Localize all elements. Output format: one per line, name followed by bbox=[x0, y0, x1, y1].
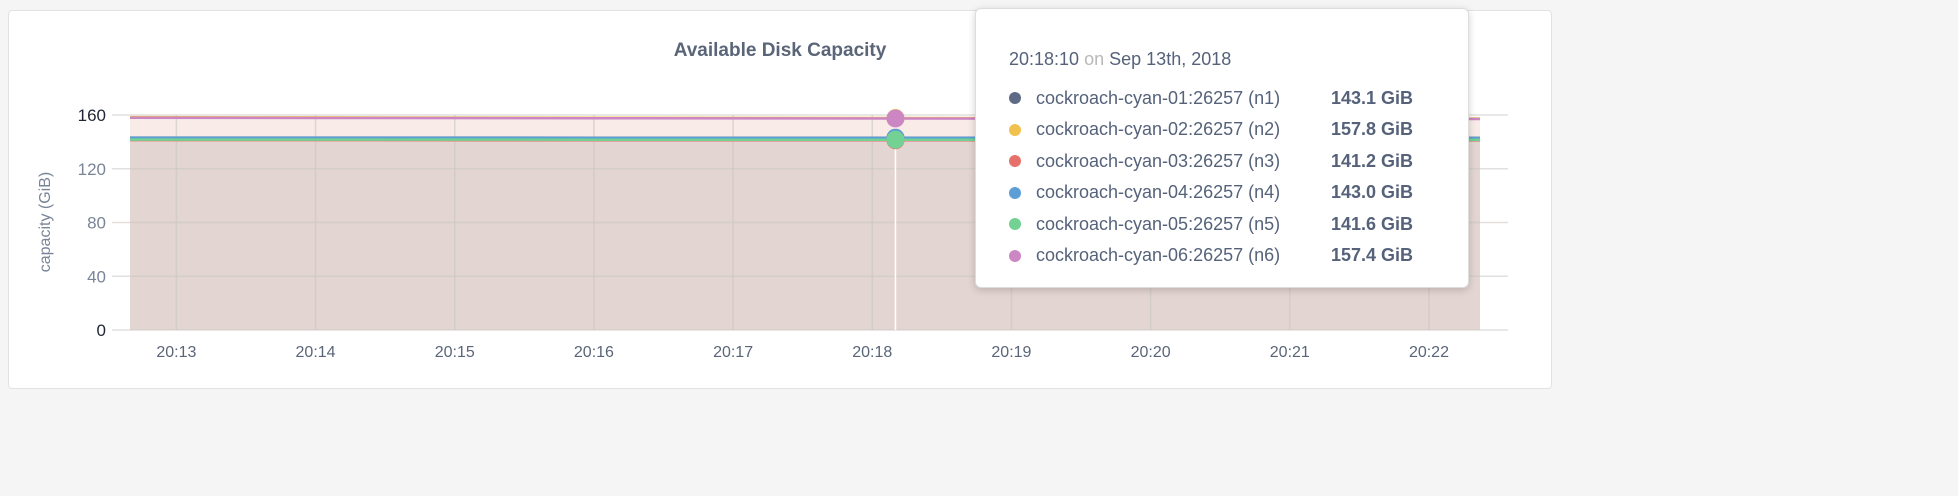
x-tick-label: 20:14 bbox=[296, 344, 336, 361]
legend-dot-icon bbox=[1009, 92, 1021, 104]
tooltip-on: on bbox=[1084, 49, 1105, 69]
legend-dot-icon bbox=[1009, 249, 1021, 262]
y-axis-label: capacity (GiB) bbox=[37, 172, 54, 272]
series-value: 141.6 GiB bbox=[1331, 213, 1414, 234]
x-tick-label: 20:19 bbox=[991, 344, 1031, 361]
x-tick-label: 20:18 bbox=[852, 344, 892, 361]
tooltip-date: Sep 13th, 2018 bbox=[1109, 49, 1232, 69]
tooltip-time: 20:18:10 bbox=[1009, 49, 1080, 69]
tooltip-row: cockroach-cyan-06:26257 (n6) 157.4 GiB bbox=[1009, 241, 1413, 271]
series-value: 141.2 GiB bbox=[1331, 150, 1414, 171]
hover-point-n5 bbox=[886, 130, 905, 149]
legend-dot-icon bbox=[1009, 186, 1021, 199]
series-name: cockroach-cyan-04:26257 (n4) bbox=[1036, 182, 1281, 202]
legend-dot-icon bbox=[1009, 155, 1021, 167]
series-name: cockroach-cyan-03:26257 (n3) bbox=[1036, 150, 1281, 171]
tooltip-row: cockroach-cyan-01:26257 (n1) 143.1 GiB bbox=[1009, 83, 1413, 113]
y-tick-label: 0 bbox=[97, 321, 106, 340]
tooltip-row: cockroach-cyan-03:26257 (n3) 141.2 GiB bbox=[1009, 146, 1413, 176]
x-tick-label: 20:20 bbox=[1131, 344, 1171, 361]
legend-dot-icon bbox=[1009, 123, 1021, 136]
legend-dot-icon bbox=[1009, 218, 1021, 230]
x-tick-label: 20:22 bbox=[1409, 344, 1449, 361]
series-name: cockroach-cyan-01:26257 (n1) bbox=[1036, 87, 1281, 108]
y-tick-label: 120 bbox=[78, 160, 106, 179]
series-name: cockroach-cyan-05:26257 (n5) bbox=[1036, 213, 1281, 234]
hover-tooltip: 20:18:10 on Sep 13th, 2018 cockroach-cya… bbox=[975, 8, 1469, 288]
series-name: cockroach-cyan-02:26257 (n2) bbox=[1036, 119, 1281, 139]
y-tick-label: 40 bbox=[87, 267, 106, 286]
x-tick-label: 20:16 bbox=[574, 344, 614, 361]
series-name: cockroach-cyan-06:26257 (n6) bbox=[1036, 245, 1281, 265]
series-value: 157.4 GiB bbox=[1331, 245, 1414, 265]
x-tick-label: 20:21 bbox=[1270, 344, 1310, 361]
tooltip-row: cockroach-cyan-04:26257 (n4) 143.0 GiB bbox=[1009, 178, 1413, 208]
chart-title: Available Disk Capacity bbox=[673, 40, 887, 61]
x-tick-label: 20:17 bbox=[713, 344, 753, 361]
series-value: 157.8 GiB bbox=[1331, 119, 1414, 139]
series-value: 143.0 GiB bbox=[1331, 182, 1414, 202]
hover-point-n6 bbox=[886, 109, 905, 128]
x-tick-label: 20:13 bbox=[156, 344, 196, 361]
y-tick-label: 160 bbox=[78, 106, 106, 125]
x-tick-label: 20:15 bbox=[435, 344, 475, 361]
y-tick-label: 80 bbox=[87, 214, 106, 233]
series-value: 143.1 GiB bbox=[1331, 87, 1414, 108]
tooltip-row: cockroach-cyan-02:26257 (n2) 157.8 GiB bbox=[1009, 115, 1413, 145]
tooltip-row: cockroach-cyan-05:26257 (n5) 141.6 GiB bbox=[1009, 209, 1413, 239]
tooltip-header: 20:18:10 on Sep 13th, 2018 bbox=[1009, 49, 1231, 70]
